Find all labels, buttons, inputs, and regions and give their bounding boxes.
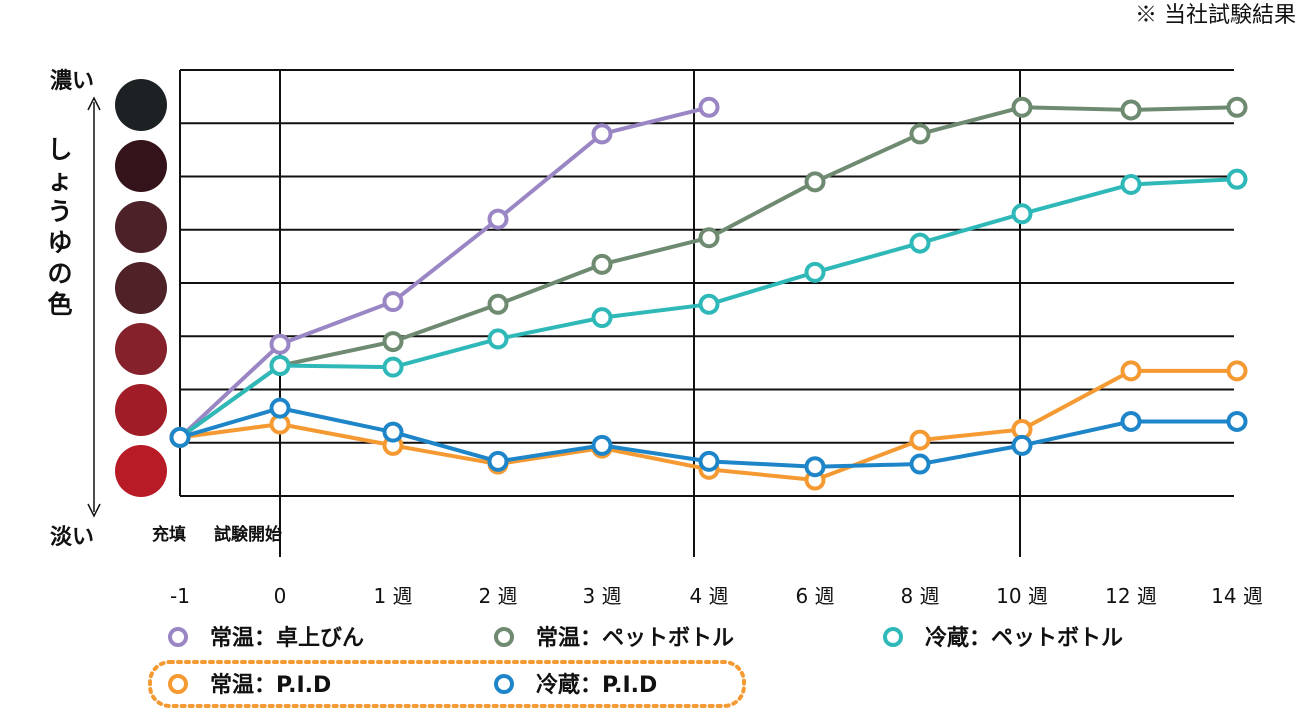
x-tick-label: 4 週 [689, 584, 728, 608]
data-point [591, 434, 613, 456]
data-point [1011, 96, 1033, 118]
data-point [269, 333, 291, 355]
y-axis-arrow [87, 96, 101, 518]
data-point [698, 227, 720, 249]
data-point [1226, 168, 1248, 190]
legend-marker [883, 627, 903, 647]
data-point [382, 356, 404, 378]
data-point [591, 123, 613, 145]
color-swatch [115, 445, 167, 497]
legend-label: 常温：ペットボトル [536, 625, 734, 651]
series-line [178, 105, 1238, 440]
y-axis-label-char: 色 [47, 290, 72, 319]
x-tick-label: 0 [274, 584, 287, 608]
data-point [382, 421, 404, 443]
series-line [178, 105, 710, 439]
data-point [909, 453, 931, 475]
data-point [487, 293, 509, 315]
y-axis-label-char: ょ [47, 166, 72, 195]
data-point [1120, 99, 1142, 121]
y-axis-label-char: し [47, 135, 72, 164]
data-point [909, 123, 931, 145]
color-swatch [115, 262, 167, 314]
data-point [487, 450, 509, 472]
legend-label: 常温：卓上びん [210, 625, 364, 651]
x-tick-labels: -1 0 1 週 2 週 3 週 4 週 6 週 8 週 10 週 12 週 14 週 [170, 584, 1263, 608]
plot-grid [179, 69, 1234, 557]
series-group [169, 96, 720, 448]
color-swatch [115, 140, 167, 192]
x-tick-label: 1 週 [373, 584, 412, 608]
data-point [591, 307, 613, 329]
data-point [698, 450, 720, 472]
data-point [382, 331, 404, 353]
data-point [804, 456, 826, 478]
start-annotation-fill: 充填 [152, 524, 186, 545]
data-point [269, 397, 291, 419]
y-bottom-label: 淡い [50, 525, 94, 550]
y-top-label: 濃い [50, 69, 94, 94]
data-point [382, 291, 404, 313]
legend-label: 冷蔵：ペットボトル [925, 625, 1123, 651]
series-group [169, 397, 1248, 478]
legend-marker [494, 627, 514, 647]
start-annotation-test-start: 試験開始 [214, 524, 282, 545]
pid-highlight-box [148, 660, 746, 708]
data-point [804, 171, 826, 193]
legend-marker [168, 627, 188, 647]
legend-label: 常温：P.I.D [210, 672, 331, 698]
legend-label: 冷蔵：P.I.D [536, 672, 657, 698]
legend-marker [168, 674, 188, 694]
data-point [487, 328, 509, 350]
data-point [909, 429, 931, 451]
data-point [1120, 360, 1142, 382]
data-point [1120, 173, 1142, 195]
test-result-note: ※ 当社試験結果 [1135, 3, 1296, 28]
x-tick-label: 10 週 [996, 584, 1048, 608]
color-swatches [115, 79, 167, 497]
data-point [169, 426, 191, 448]
y-axis-label-char: の [47, 259, 72, 288]
x-tick-label: 8 週 [900, 584, 939, 608]
x-tick-label: 3 週 [582, 584, 621, 608]
x-tick-label: 6 週 [795, 584, 834, 608]
data-point [698, 96, 720, 118]
data-point [1226, 410, 1248, 432]
data-point [1226, 360, 1248, 382]
data-point [909, 232, 931, 254]
data-point [269, 355, 291, 377]
data-point [487, 208, 509, 230]
data-point [804, 261, 826, 283]
data-point [1226, 96, 1248, 118]
series-lines [169, 96, 1248, 491]
data-point [591, 253, 613, 275]
color-swatch [115, 384, 167, 436]
data-point [1011, 434, 1033, 456]
y-axis-label-char: ゆ [47, 228, 72, 257]
series-group [169, 168, 1248, 448]
color-swatch [115, 323, 167, 375]
legend-marker [494, 674, 514, 694]
data-point [698, 293, 720, 315]
color-swatch [115, 201, 167, 253]
y-axis-label-char: う [47, 197, 72, 226]
x-tick-label: 2 週 [478, 584, 517, 608]
data-point [1011, 203, 1033, 225]
x-tick-label: 12 週 [1105, 584, 1157, 608]
data-point [1120, 410, 1142, 432]
x-tick-label: 14 週 [1211, 584, 1263, 608]
color-swatch [115, 79, 167, 131]
x-tick-label: -1 [170, 584, 190, 608]
